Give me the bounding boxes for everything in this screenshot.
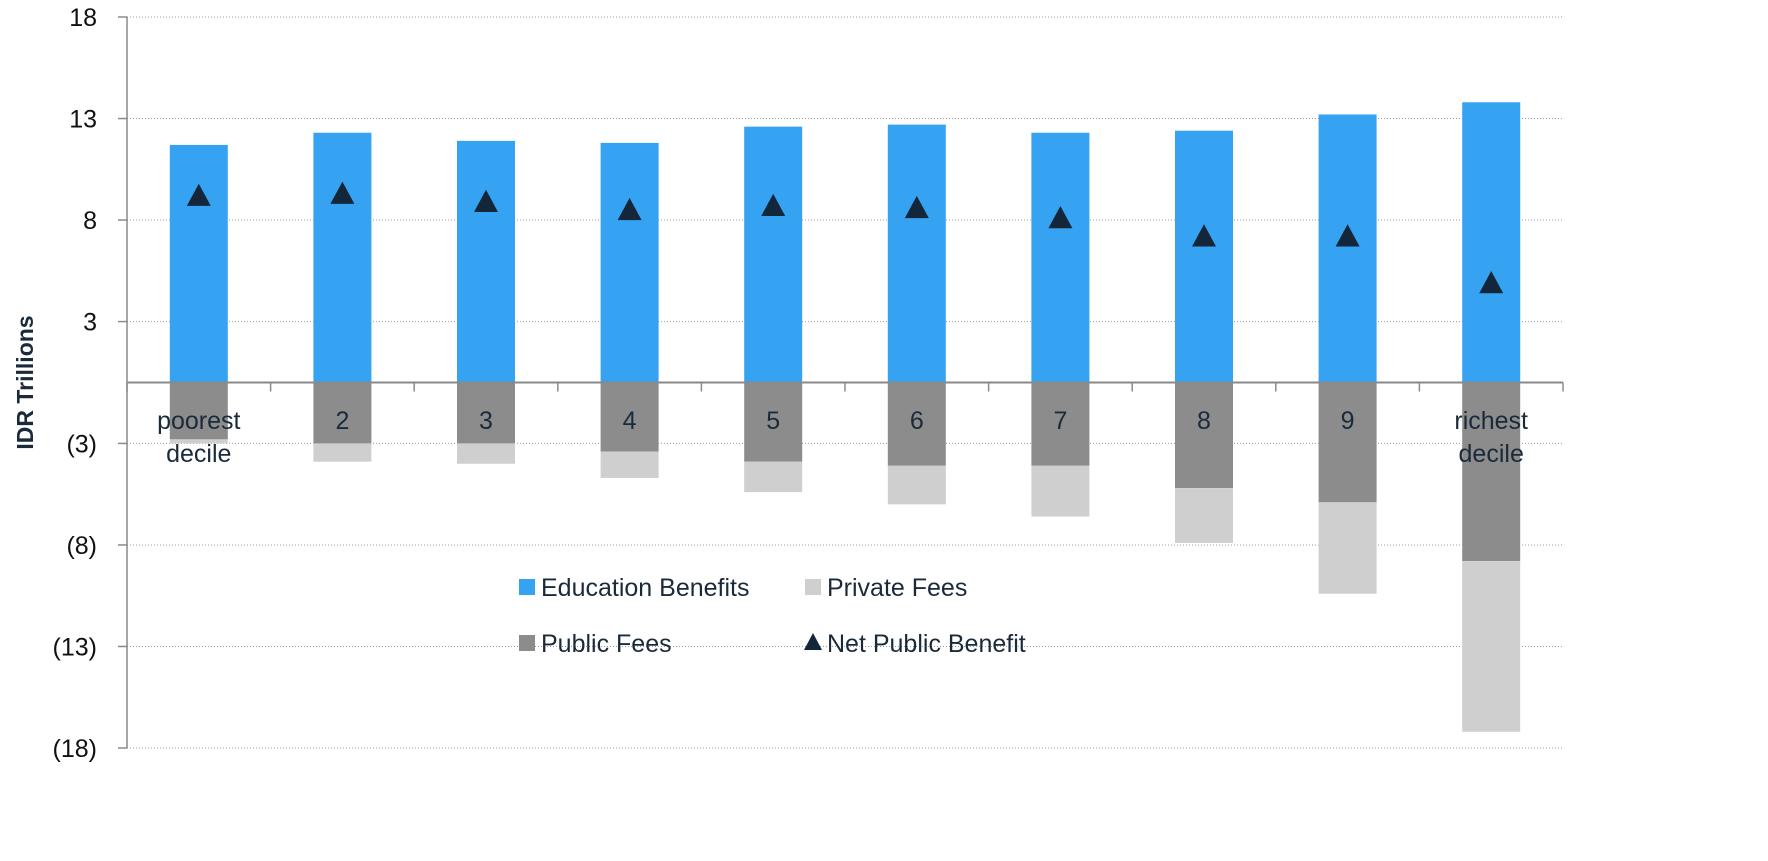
bar-public-fees (887, 382, 946, 466)
labels: 18 13 8 3 (3) (8) (13) (18) IDR Trillions poorest… (12, 4, 1528, 763)
bars (169, 102, 1521, 732)
x-category-label: 5 (766, 407, 780, 435)
marker-net-public-benefit (330, 181, 355, 204)
bar-education-benefits (1318, 114, 1377, 383)
x-category-label-line: 8 (1197, 407, 1211, 435)
bar-education-benefits (313, 132, 372, 383)
bar-public-fees (600, 382, 659, 452)
bar-education-benefits (457, 140, 515, 383)
bar-education-benefits (1175, 130, 1233, 383)
y-tick-label: (3) (66, 430, 97, 458)
legend-swatch-education-benefits (519, 579, 535, 595)
x-category-label: poorest decile (157, 407, 240, 468)
bar-private-fees (1462, 561, 1521, 732)
bar-public-fees (1318, 382, 1377, 503)
x-category-label-line: 4 (623, 407, 637, 435)
marker-net-public-benefit (761, 193, 786, 217)
x-category-label: 9 (1341, 407, 1355, 435)
marker-net-public-benefit (1048, 206, 1073, 229)
x-category-label-line: 7 (1053, 407, 1067, 435)
legend-label-public-fees: Public Fees (541, 630, 672, 658)
bar-private-fees (1031, 465, 1090, 517)
legend-label-net-public-benefit: Net Public Benefit (827, 630, 1026, 658)
bar-public-fees (169, 382, 228, 440)
bar-public-fees (1462, 382, 1521, 562)
y-tick-label: 13 (69, 106, 97, 134)
bar-education-benefits (744, 126, 803, 383)
bar-private-fees (1175, 488, 1233, 543)
x-category-label-line: 5 (766, 407, 780, 435)
bar-education-benefits (1031, 132, 1090, 383)
bar-public-fees (1175, 382, 1233, 489)
bar-private-fees (744, 461, 803, 493)
x-category-label-line: richest (1454, 407, 1528, 435)
x-category-label: 3 (479, 407, 493, 435)
x-category-label: 2 (335, 407, 349, 435)
bar-private-fees (887, 465, 946, 505)
bar-private-fees (313, 443, 372, 462)
bar-public-fees (457, 382, 515, 444)
y-tick-label: 3 (83, 309, 97, 337)
gridlines (127, 16, 1563, 749)
bar-private-fees (600, 451, 659, 478)
bar-education-benefits (169, 144, 228, 383)
x-category-label-line: decile (1459, 440, 1524, 468)
x-category-label: 8 (1197, 407, 1211, 435)
bar-education-benefits (600, 142, 659, 383)
y-axis-title: IDR Trillions (12, 315, 38, 449)
bar-private-fees (457, 443, 515, 464)
bar-private-fees (1318, 502, 1377, 594)
x-category-label-line: 6 (910, 407, 924, 435)
x-category-label-line: 9 (1341, 407, 1355, 435)
y-tick-label: (8) (66, 532, 97, 560)
legend-swatch-private-fees (805, 579, 821, 595)
marker-net-public-benefit (1335, 224, 1360, 247)
x-category-label: richest decile (1454, 407, 1528, 468)
x-category-label-line: decile (166, 440, 231, 468)
marker-net-public-benefit (617, 197, 642, 221)
bar-education-benefits (887, 124, 946, 383)
y-tick-label: 8 (83, 207, 97, 235)
markers (186, 181, 1504, 294)
marker-net-public-benefit (474, 189, 498, 212)
x-category-label-line: 3 (479, 407, 493, 435)
x-category-label: 6 (910, 407, 924, 435)
legend-label-education-benefits: Education Benefits (541, 574, 749, 602)
legend-swatch-public-fees (519, 635, 535, 651)
marker-net-public-benefit (186, 183, 211, 206)
marker-net-public-benefit (1192, 224, 1216, 247)
x-category-label: 4 (623, 407, 637, 435)
bar-public-fees (744, 382, 803, 462)
y-tick-label: (18) (53, 735, 97, 763)
x-category-label: 7 (1053, 407, 1067, 435)
bar-public-fees (313, 382, 372, 444)
x-category-label-line: 2 (335, 407, 349, 435)
bar-education-benefits (1462, 102, 1521, 383)
legend: Education Benefits Private Fees Public Fee… (519, 574, 1026, 658)
x-category-label-line: poorest (157, 407, 240, 435)
y-tick-label: 18 (69, 4, 97, 32)
y-tick-label: (13) (53, 633, 97, 661)
legend-label-private-fees: Private Fees (827, 574, 967, 602)
marker-net-public-benefit (904, 195, 929, 219)
axes (118, 16, 1564, 749)
bar-private-fees (169, 439, 228, 444)
bar-public-fees (1031, 382, 1090, 466)
marker-net-public-benefit (1479, 271, 1504, 294)
legend-swatch-net-public-benefit (804, 633, 822, 650)
